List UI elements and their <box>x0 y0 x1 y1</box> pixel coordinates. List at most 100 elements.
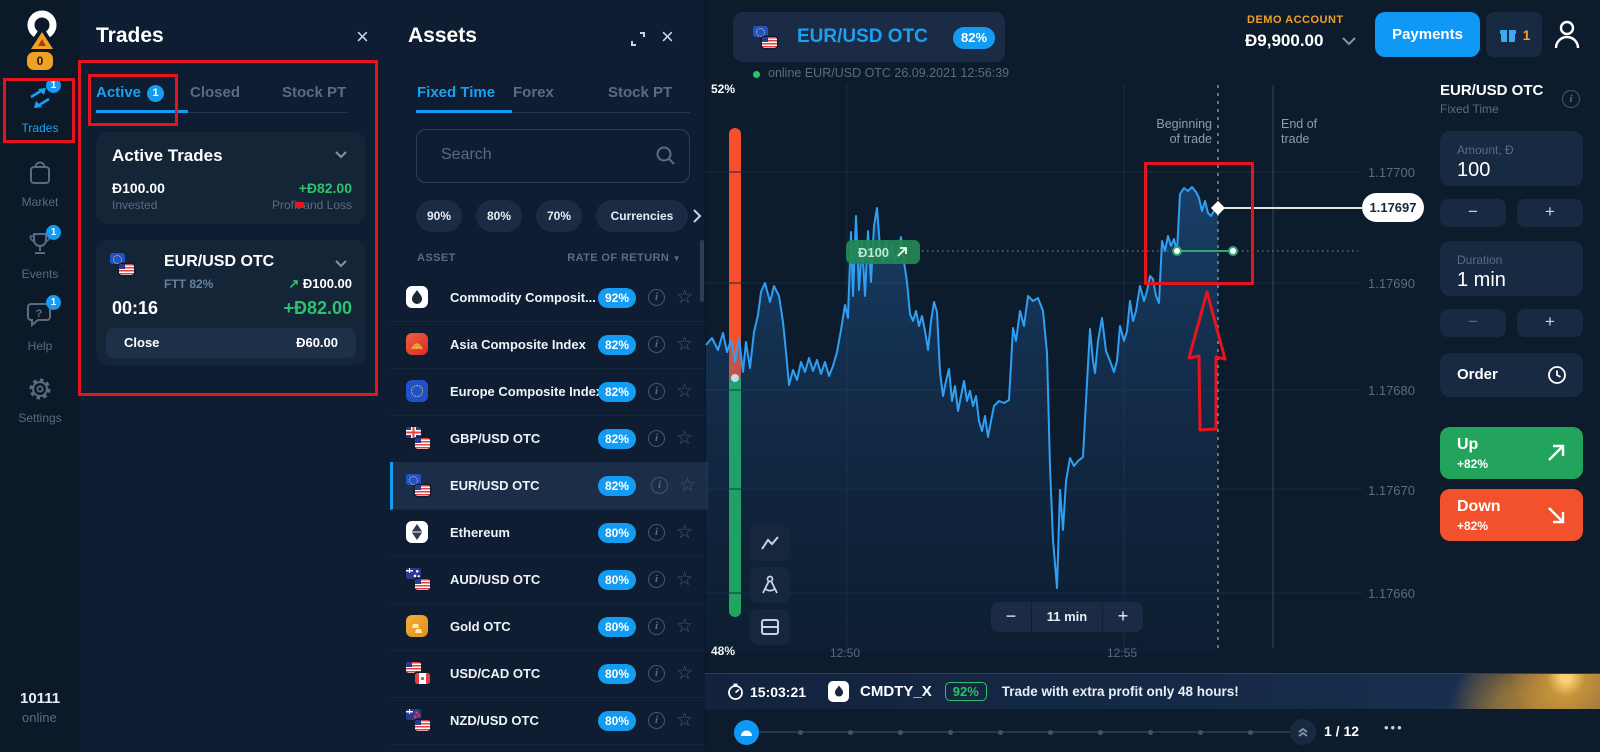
chart-type-button[interactable] <box>750 525 790 561</box>
filter-80[interactable]: 80% <box>476 200 522 232</box>
promo-banner[interactable]: 15:03:21 CMDTY_X 92% Trade with extra pr… <box>705 673 1600 709</box>
info-icon[interactable]: i <box>651 477 668 494</box>
down-button[interactable]: Down +82% <box>1440 489 1583 541</box>
asset-row[interactable]: AUD/USD OTC 80% i ☆ <box>390 556 705 604</box>
interval-label[interactable]: 11 min <box>1032 602 1102 632</box>
favorite-star-icon[interactable]: ☆ <box>676 710 694 731</box>
trade-pair: EUR/USD OTC <box>164 253 275 270</box>
asset-row[interactable]: Commodity Composit... 92% i ☆ <box>390 274 705 322</box>
chevron-down-icon[interactable] <box>334 150 348 159</box>
pagination-dot[interactable] <box>1248 730 1253 735</box>
sidebar-item-trades[interactable]: 1 Trades <box>0 78 80 135</box>
sidebar-item-help[interactable]: ? 1 Help <box>0 295 80 353</box>
tab-closed[interactable]: Closed <box>190 84 241 101</box>
favorite-star-icon[interactable]: ☆ <box>676 522 694 543</box>
filter-currencies[interactable]: Currencies <box>596 200 688 232</box>
order-button[interactable]: Order <box>1440 353 1583 397</box>
pagination-dot[interactable] <box>898 730 903 735</box>
collapse-banner-button[interactable] <box>1290 719 1316 745</box>
info-icon[interactable]: i <box>648 383 665 400</box>
sidebar-item-events[interactable]: 1 Events <box>0 225 80 281</box>
filter-90[interactable]: 90% <box>416 200 462 232</box>
pagination-dot[interactable] <box>1148 730 1153 735</box>
duration-decrease-button[interactable]: − <box>1440 309 1506 337</box>
tab-active[interactable]: Active 1 <box>96 84 165 102</box>
price-polyline <box>705 186 1219 589</box>
active-trade-card[interactable]: EUR/USD OTC FTT 82% ↗ Đ100.00 00:16 +Đ82… <box>96 240 366 365</box>
drawing-tools-button[interactable] <box>750 567 790 603</box>
logo-badge: 0 <box>27 52 53 70</box>
info-icon[interactable]: i <box>648 618 665 635</box>
zoom-out-button[interactable]: − <box>991 602 1031 632</box>
favorite-star-icon[interactable]: ☆ <box>676 428 694 449</box>
chevron-down-icon[interactable] <box>334 259 348 268</box>
pagination-dot[interactable] <box>1048 730 1053 735</box>
duration-increase-button[interactable]: + <box>1517 309 1583 337</box>
filter-70[interactable]: 70% <box>536 200 582 232</box>
pagination-current[interactable] <box>734 720 759 745</box>
price-chart[interactable] <box>705 80 1365 655</box>
favorite-star-icon[interactable]: ☆ <box>676 616 694 637</box>
favorite-star-icon[interactable]: ☆ <box>676 663 694 684</box>
close-icon[interactable]: × <box>356 24 369 49</box>
pagination-dot[interactable] <box>798 730 803 735</box>
info-icon[interactable]: i <box>648 430 665 447</box>
sidebar-item-settings[interactable]: Settings <box>0 376 80 425</box>
amount-increase-button[interactable]: + <box>1517 199 1583 227</box>
tab-stock-pt[interactable]: Stock PT <box>282 84 347 101</box>
asset-row[interactable]: Gold OTC 80% i ☆ <box>390 603 705 651</box>
up-button[interactable]: Up +82% <box>1440 427 1583 479</box>
asset-row[interactable]: Asia Composite Index 82% i ☆ <box>390 321 705 369</box>
payments-button[interactable]: Payments <box>1375 12 1480 57</box>
asset-row-selected[interactable]: EUR/USD OTC 82% i ☆ <box>390 462 708 510</box>
search-input[interactable] <box>439 145 653 165</box>
favorite-star-icon[interactable]: ☆ <box>676 381 694 402</box>
amount-decrease-button[interactable]: − <box>1440 199 1506 227</box>
asset-row[interactable]: Ethereum 80% i ☆ <box>390 509 705 557</box>
account-balance[interactable]: Đ9,900.00 <box>1245 31 1324 50</box>
info-icon[interactable]: i <box>648 665 665 682</box>
chart-pair-selector[interactable]: EUR/USD OTC 82% <box>733 12 1005 62</box>
pagination-dot[interactable] <box>948 730 953 735</box>
pagination-dot[interactable] <box>998 730 1003 735</box>
layout-button[interactable] <box>750 609 790 645</box>
favorite-star-icon[interactable]: ☆ <box>679 475 697 496</box>
info-icon[interactable]: i <box>648 571 665 588</box>
pagination-dot[interactable] <box>1098 730 1103 735</box>
expand-icon[interactable] <box>629 30 647 48</box>
zoom-in-button[interactable]: + <box>1103 602 1143 632</box>
info-icon[interactable]: i <box>648 524 665 541</box>
chevron-right-icon[interactable] <box>692 208 702 224</box>
app-logo[interactable] <box>24 8 60 55</box>
scrollbar-thumb[interactable] <box>700 240 704 302</box>
tab-forex[interactable]: Forex <box>513 84 554 101</box>
asset-row[interactable]: GBP/USD OTC 82% i ☆ <box>390 415 705 463</box>
favorite-star-icon[interactable]: ☆ <box>676 569 694 590</box>
sort-caret-icon: ▼ <box>672 254 681 263</box>
close-trade-button[interactable]: Close Đ60.00 <box>106 328 356 358</box>
favorite-star-icon[interactable]: ☆ <box>676 287 694 308</box>
more-menu-button[interactable]: ••• <box>1384 720 1404 735</box>
asset-row[interactable]: USD/CAD OTC 80% i ☆ <box>390 650 705 698</box>
amount-field[interactable]: Amount, Đ 100 <box>1440 131 1583 186</box>
duration-field[interactable]: Duration 1 min <box>1440 241 1583 296</box>
active-trades-summary-card[interactable]: Active Trades Đ100.00 Invested +Đ82.00 P… <box>96 132 366 224</box>
info-icon[interactable]: i <box>648 289 665 306</box>
column-rate-of-return[interactable]: RATE OF RETURN ▼ <box>567 252 681 264</box>
tab-stock-pt[interactable]: Stock PT <box>608 84 673 101</box>
sidebar-item-market[interactable]: Market <box>0 158 80 209</box>
pagination-dot[interactable] <box>848 730 853 735</box>
asset-row[interactable]: Europe Composite Index 82% i ☆ <box>390 368 705 416</box>
info-icon[interactable]: i <box>648 712 665 729</box>
close-icon[interactable]: × <box>661 24 674 49</box>
info-icon[interactable]: i <box>1562 90 1580 108</box>
profile-icon[interactable] <box>1552 18 1582 50</box>
info-icon[interactable]: i <box>648 336 665 353</box>
pagination-dot[interactable] <box>1198 730 1203 735</box>
close-label: Close <box>124 335 160 350</box>
gifts-button[interactable]: 1 <box>1486 12 1542 57</box>
chevron-down-icon[interactable] <box>1341 36 1357 46</box>
tab-fixed-time[interactable]: Fixed Time <box>417 84 496 101</box>
favorite-star-icon[interactable]: ☆ <box>676 334 694 355</box>
asset-row[interactable]: NZD/USD OTC 80% i ☆ <box>390 697 705 745</box>
